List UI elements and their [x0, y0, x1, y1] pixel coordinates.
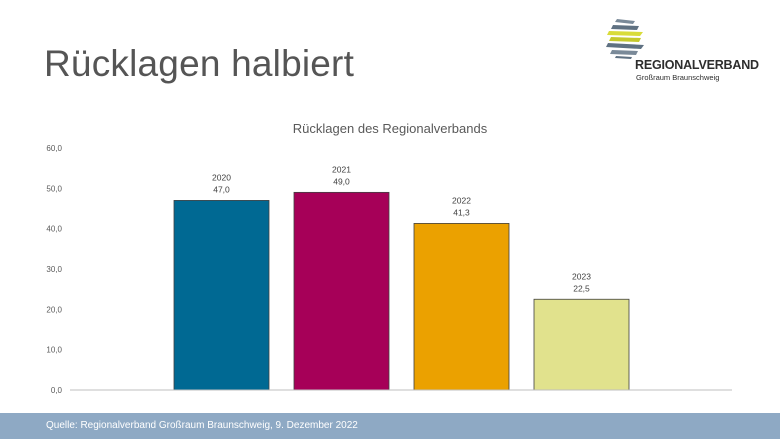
y-tick-label: 0,0 [51, 386, 63, 395]
logo-subtitle: Großraum Braunschweig [636, 73, 720, 82]
bar-2022 [413, 223, 510, 391]
bar-value-label: 47,0 [213, 184, 230, 194]
bar-value-label: 49,0 [333, 176, 350, 186]
bar-category-label: 2023 [572, 271, 591, 281]
y-axis: 0,0 10,0 20,0 30,0 40,0 50,0 60,0 [46, 144, 62, 395]
reserves-bar-chart: Rücklagen des Regionalverbands 0,0 10,0 20… [46, 121, 732, 395]
y-tick-label: 40,0 [46, 225, 62, 234]
bar-value-label: 41,3 [453, 207, 470, 217]
y-tick-label: 30,0 [46, 265, 62, 274]
y-tick-label: 20,0 [46, 305, 62, 314]
regionalverband-logo: REGIONALVERBAND Großraum Braunschweig [605, 18, 759, 88]
y-tick-label: 60,0 [46, 144, 62, 153]
footer-bar: Quelle: Regionalverband Großraum Braunsc… [0, 413, 780, 439]
bar-value-label: 22,5 [573, 283, 590, 293]
bar-2023 [533, 298, 630, 391]
y-tick-label: 10,0 [46, 346, 62, 355]
logo-name: REGIONALVERBAND [635, 58, 759, 72]
source-note: Quelle: Regionalverband Großraum Braunsc… [46, 420, 358, 431]
bar-2021 [293, 191, 390, 391]
bar-2020 [173, 200, 270, 391]
bar-category-label: 2021 [332, 164, 351, 174]
bars: 2020 47,0 2021 49,0 2022 41,3 2023 22,5 [173, 164, 630, 391]
bar-category-label: 2022 [452, 195, 471, 205]
stacked-ribbon-logo-icon [606, 19, 644, 59]
y-tick-label: 50,0 [46, 184, 62, 193]
slide-title: Rücklagen halbiert [44, 43, 355, 84]
bar-category-label: 2020 [212, 172, 231, 182]
chart-title: Rücklagen des Regionalverbands [293, 121, 488, 136]
